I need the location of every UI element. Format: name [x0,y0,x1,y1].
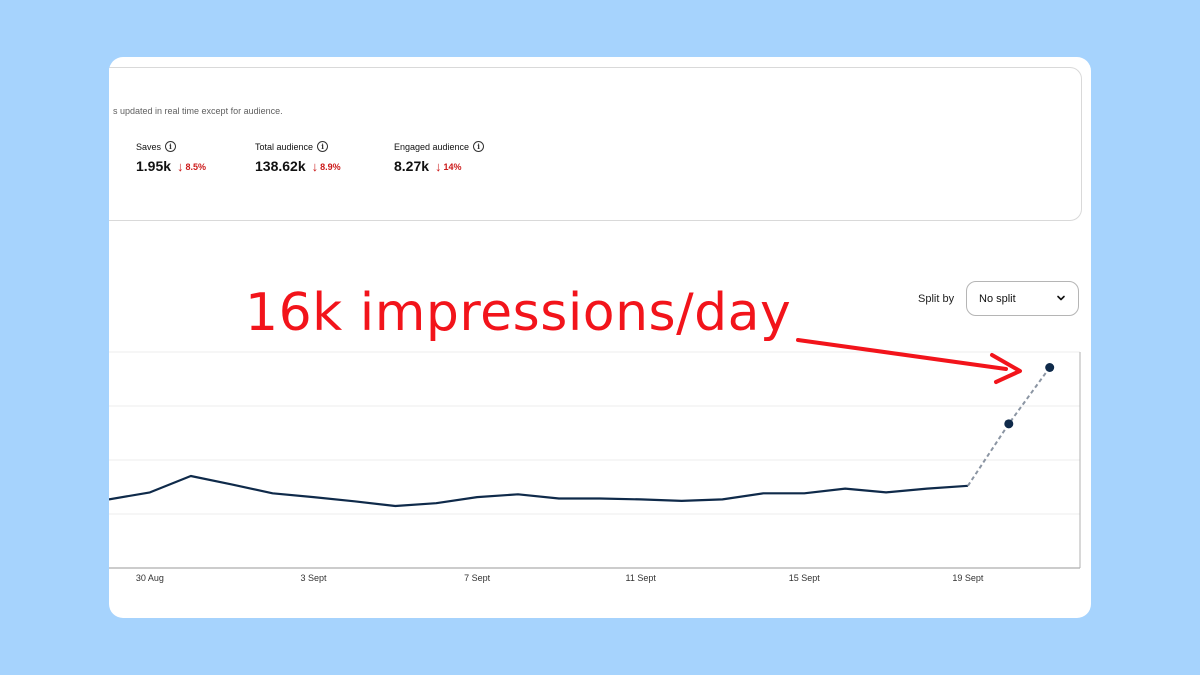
metric-change: ↓ 14% [435,159,462,174]
metric-label: Saves [136,141,162,152]
split-by-label: Split by [918,293,955,305]
projection-point[interactable] [1004,419,1014,429]
info-icon[interactable]: i [165,141,177,152]
info-icon[interactable]: i [317,141,329,152]
metric-engaged-audience: Engaged audience i 8.27k ↓ 14% [394,141,485,174]
impressions-line [109,474,968,508]
metric-saves: Saves i 1.95k ↓ 8.5% [136,141,206,174]
info-icon[interactable]: i [473,141,485,152]
annotation-arrow [796,338,1022,384]
x-tick-label: 3 Sept [300,573,327,583]
metric-change: ↓ 8.9% [311,159,341,174]
arrow-down-icon: ↓ [435,159,442,174]
metric-label: Total audience [255,141,314,152]
metric-value: 1.95k [136,158,172,174]
annotation-text: 16k impressions/day [245,283,792,343]
metric-total-audience: Total audience i 138.62k ↓ 8.9% [255,141,341,174]
chevron-down-icon [1057,295,1065,301]
x-tick-label: 19 Sept [952,573,984,583]
updated-note: s updated in real time except for audien… [113,106,283,116]
metric-value: 138.62k [255,158,306,174]
stats-card: s updated in real time except for audien… [109,67,1082,221]
x-tick-label: 7 Sept [464,573,491,583]
metric-label: Engaged audience [394,141,470,152]
x-tick-label: 15 Sept [789,573,821,583]
x-tick-label: 30 Aug [136,573,164,583]
projection-line [967,366,1051,487]
analytics-panel: s updated in real time except for audien… [109,57,1091,618]
projection-point[interactable] [1045,362,1055,372]
arrow-down-icon: ↓ [311,159,319,174]
impressions-chart: 30 Aug 3 Sept 7 Sept 11 Sept 15 Sept 19 Sept [109,338,1081,583]
x-tick-label: 11 Sept [626,573,657,583]
metric-change: ↓ 8.5% [177,159,207,174]
metric-value: 8.27k [394,158,430,174]
split-select[interactable]: No split [966,281,1079,316]
arrow-down-icon: ↓ [177,159,184,174]
split-select-value: No split [979,292,1016,305]
